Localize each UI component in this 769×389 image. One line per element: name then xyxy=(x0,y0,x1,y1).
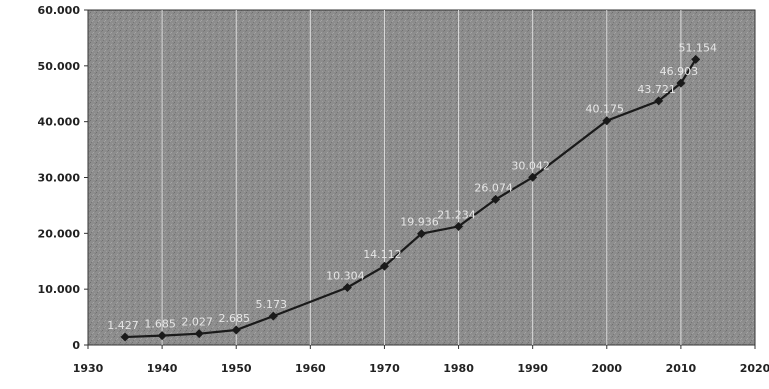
data-point xyxy=(120,332,130,342)
data-point xyxy=(491,194,501,204)
data-label: 19.936 xyxy=(400,216,439,229)
data-label: 21.234 xyxy=(437,208,476,221)
data-point xyxy=(602,116,612,126)
x-tick-label: 1950 xyxy=(221,362,252,375)
x-axis: 1930 1940 1950 1960 1970 1980 1990 2000 2010 2020 xyxy=(73,345,769,375)
data-point xyxy=(268,311,278,321)
data-label: 14.112 xyxy=(363,248,402,261)
x-tick-label: 2000 xyxy=(591,362,622,375)
data-point xyxy=(654,96,664,106)
y-tick-label: 50.000 xyxy=(38,60,81,73)
y-tick-label: 20.000 xyxy=(38,227,81,240)
x-tick-label: 1990 xyxy=(517,362,548,375)
x-tick-label: 1960 xyxy=(295,362,326,375)
y-tick-label: 30.000 xyxy=(38,172,81,185)
data-label: 30.042 xyxy=(511,159,550,172)
data-label: 26.074 xyxy=(474,181,513,194)
data-label: 51.154 xyxy=(678,41,717,54)
data-points xyxy=(120,54,701,342)
y-tick-label: 60.000 xyxy=(38,4,81,17)
data-point xyxy=(231,325,241,335)
data-point xyxy=(691,54,701,64)
data-label: 46.903 xyxy=(660,65,699,78)
data-point xyxy=(417,229,426,239)
data-label: 1.685 xyxy=(144,318,176,331)
data-point xyxy=(342,282,352,292)
y-axis: 0 10.000 20.000 30.000 40.000 50.000 60.000 xyxy=(38,4,88,352)
data-point xyxy=(454,221,464,231)
data-point xyxy=(676,78,686,88)
x-tick-label: 1970 xyxy=(369,362,400,375)
data-label: 43.721 xyxy=(637,83,676,96)
data-label: 5.173 xyxy=(256,298,288,311)
x-tick-label: 1930 xyxy=(73,362,104,375)
data-label: 2.685 xyxy=(218,312,250,325)
y-tick-label: 10.000 xyxy=(38,283,81,296)
x-tick-label: 1940 xyxy=(147,362,178,375)
data-label: 1.427 xyxy=(107,319,139,332)
data-point xyxy=(528,172,538,182)
x-tick-label: 2020 xyxy=(740,362,769,375)
plot-area xyxy=(87,9,756,346)
data-label: 10.304 xyxy=(326,269,365,282)
x-tick-label: 1980 xyxy=(443,362,474,375)
y-tick-label: 0 xyxy=(72,339,80,352)
data-point xyxy=(157,331,167,341)
data-point xyxy=(194,329,204,339)
x-tick-label: 2010 xyxy=(666,362,697,375)
data-point xyxy=(379,261,389,271)
data-label: 40.175 xyxy=(586,103,625,116)
data-labels: 1.427 1.685 2.027 2.685 5.173 10.304 14.112 19.… xyxy=(107,41,717,332)
y-tick-label: 40.000 xyxy=(38,116,81,129)
data-label: 2.027 xyxy=(181,316,213,329)
